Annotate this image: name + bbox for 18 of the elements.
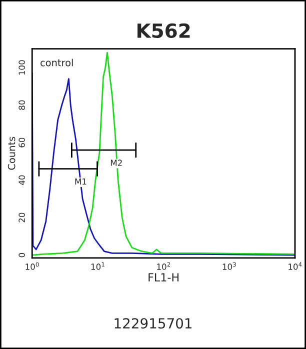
x-axis-title: FL1-H bbox=[148, 273, 178, 282]
y-axis-title: Counts bbox=[8, 136, 16, 170]
annotation: control bbox=[40, 58, 73, 66]
y-tick-label: 20 bbox=[18, 212, 25, 222]
x-tick-label: 10$^{1}$ bbox=[91, 262, 104, 270]
y-tick-label: 100 bbox=[18, 60, 25, 75]
y-tick-label: 40 bbox=[18, 175, 25, 185]
x-tick-label: 10$^{4}$ bbox=[288, 262, 302, 270]
series-label: M1 bbox=[75, 178, 86, 185]
x-tick-label: 10$^{3}$ bbox=[222, 262, 236, 270]
series-label: M2 bbox=[110, 160, 122, 166]
y-tick-label: 60 bbox=[18, 138, 25, 148]
x-tick-label: 10$^{0}$ bbox=[26, 262, 39, 270]
x-tick-label: 10$^{2}$ bbox=[157, 262, 170, 270]
y-tick-label: 0 bbox=[18, 253, 25, 258]
chart-title: K562 bbox=[138, 23, 190, 38]
y-tick-label: 80 bbox=[18, 100, 25, 110]
text: 122915701 bbox=[114, 318, 192, 329]
